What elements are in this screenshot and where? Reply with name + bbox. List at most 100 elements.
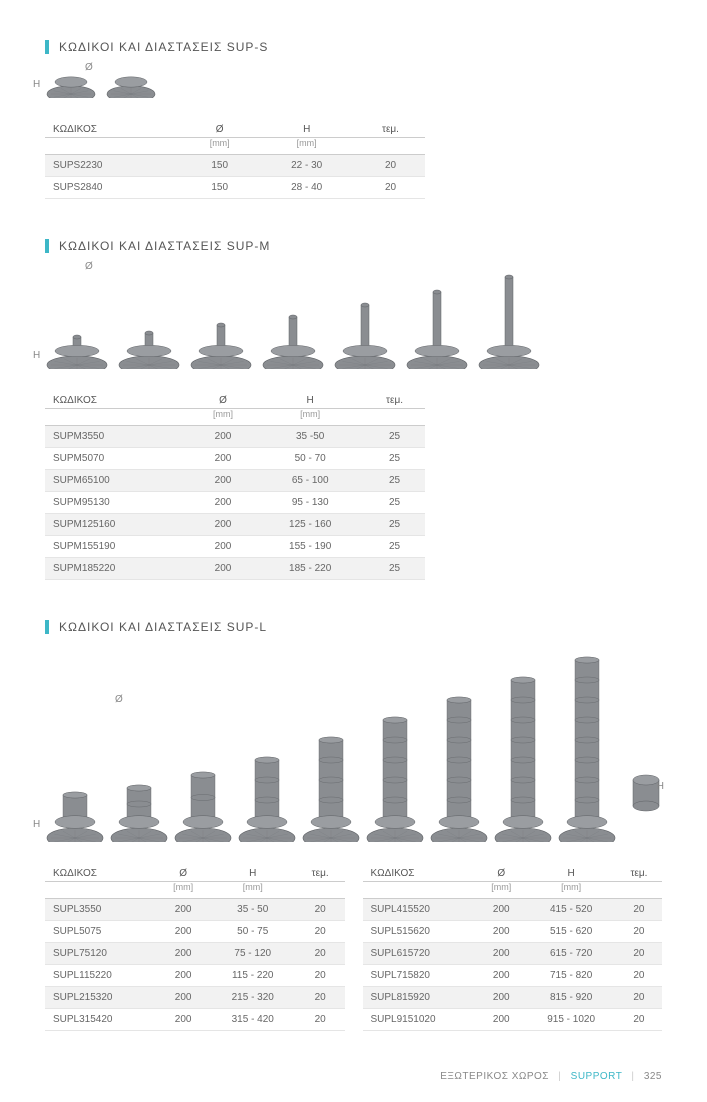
spec-table-sup-l-left: ΚΩΔΙΚΟΣØHτεμ.[mm][mm]SUPL355020035 - 502… bbox=[45, 862, 345, 1031]
spec-table-sup-m: ΚΩΔΙΚΟΣØHτεμ.[mm][mm]SUPM355020035 -5025… bbox=[45, 389, 425, 580]
h-axis-label: H bbox=[33, 350, 40, 361]
h-axis-label: H bbox=[33, 819, 40, 830]
table-row: SUPL7512020075 - 12020 bbox=[45, 943, 345, 965]
table-header: τεμ. bbox=[364, 389, 425, 409]
table-row: SUPL715820200715 - 82020 bbox=[363, 965, 663, 987]
table-cell: 200 bbox=[190, 470, 257, 492]
table-subheader: [mm] bbox=[256, 409, 364, 426]
pedestal-icon bbox=[173, 769, 233, 842]
diameter-label: Ø bbox=[115, 694, 123, 705]
table-cell: 150 bbox=[182, 177, 257, 199]
table-row: SUPM9513020095 - 13025 bbox=[45, 492, 425, 514]
table-cell: SUPS2230 bbox=[45, 155, 182, 177]
pedestal-icon bbox=[45, 789, 105, 842]
table-cell: 200 bbox=[476, 899, 526, 921]
spec-table-sup-s: ΚΩΔΙΚΟΣØHτεμ.[mm][mm]SUPS223015022 - 302… bbox=[45, 118, 425, 199]
footer-page-number: 325 bbox=[644, 1071, 662, 1082]
footer-separator: | bbox=[631, 1071, 634, 1082]
table-cell: SUPM5070 bbox=[45, 448, 190, 470]
footer-brand: SUPPORT bbox=[571, 1071, 622, 1082]
pedestal-icon bbox=[557, 654, 617, 842]
table-cell: 22 - 30 bbox=[257, 155, 356, 177]
table-header: Ø bbox=[157, 862, 210, 882]
table-cell: SUPL415520 bbox=[363, 899, 477, 921]
dual-table-container: ΚΩΔΙΚΟΣØHτεμ.[mm][mm]SUPL355020035 - 502… bbox=[45, 862, 662, 1031]
table-cell: 25 bbox=[364, 470, 425, 492]
table-header: τεμ. bbox=[296, 862, 345, 882]
table-row: SUPM125160200125 - 16025 bbox=[45, 514, 425, 536]
table-cell: 20 bbox=[616, 1009, 662, 1031]
table-row: SUPM6510020065 - 10025 bbox=[45, 470, 425, 492]
pedestal-icon bbox=[477, 273, 541, 369]
table-subheader: [mm] bbox=[210, 882, 296, 899]
table-cell: 200 bbox=[157, 1009, 210, 1031]
table-cell: SUPS2840 bbox=[45, 177, 182, 199]
section-title: ΚΩΔΙΚΟΙ ΚΑΙ ΔΙΑΣΤΑΣΕΙΣ SUP-M bbox=[59, 239, 270, 253]
table-cell: 25 bbox=[364, 426, 425, 448]
table-subheader bbox=[45, 409, 190, 426]
table-cell: 200 bbox=[157, 965, 210, 987]
table-subheader: [mm] bbox=[526, 882, 615, 899]
h-axis-label-right: H bbox=[657, 781, 664, 792]
section-sup-l: ΚΩΔΙΚΟΙ ΚΑΙ ΔΙΑΣΤΑΣΕΙΣ SUP-L H Ø H bbox=[45, 620, 662, 1031]
table-header: ΚΩΔΙΚΟΣ bbox=[45, 862, 157, 882]
table-subheader: [mm] bbox=[476, 882, 526, 899]
table-row: SUPL515620200515 - 62020 bbox=[363, 921, 663, 943]
table-subheader: [mm] bbox=[190, 409, 257, 426]
table-subheader bbox=[45, 882, 157, 899]
table-cell: 20 bbox=[616, 899, 662, 921]
section-header: ΚΩΔΙΚΟΙ ΚΑΙ ΔΙΑΣΤΑΣΕΙΣ SUP-S bbox=[45, 40, 662, 54]
table-cell: SUPL715820 bbox=[363, 965, 477, 987]
table-cell: 315 - 420 bbox=[210, 1009, 296, 1031]
table-cell: SUPM185220 bbox=[45, 558, 190, 580]
table-cell: SUPM125160 bbox=[45, 514, 190, 536]
table-cell: 20 bbox=[356, 155, 425, 177]
extension-ring-icon bbox=[629, 774, 663, 812]
table-header: H bbox=[210, 862, 296, 882]
table-row: SUPL9151020200915 - 102020 bbox=[363, 1009, 663, 1031]
table-cell: 185 - 220 bbox=[256, 558, 364, 580]
table-header: ΚΩΔΙΚΟΣ bbox=[45, 118, 182, 138]
table-cell: 20 bbox=[296, 943, 345, 965]
table-cell: SUPL115220 bbox=[45, 965, 157, 987]
table-cell: 615 - 720 bbox=[526, 943, 615, 965]
table-cell: SUPL75120 bbox=[45, 943, 157, 965]
table-subheader bbox=[363, 882, 477, 899]
pedestal-icon bbox=[405, 288, 469, 369]
table-row: SUPM355020035 -5025 bbox=[45, 426, 425, 448]
table-cell: 25 bbox=[364, 448, 425, 470]
table-header: τεμ. bbox=[356, 118, 425, 138]
footer-separator: | bbox=[558, 1071, 561, 1082]
table-cell: 20 bbox=[616, 987, 662, 1009]
table-cell: 155 - 190 bbox=[256, 536, 364, 558]
table-header: ΚΩΔΙΚΟΣ bbox=[45, 389, 190, 409]
table-row: SUPL355020035 - 5020 bbox=[45, 899, 345, 921]
section-title: ΚΩΔΙΚΟΙ ΚΑΙ ΔΙΑΣΤΑΣΕΙΣ SUP-S bbox=[59, 40, 268, 54]
table-cell: 25 bbox=[364, 514, 425, 536]
spec-table-sup-l-right: ΚΩΔΙΚΟΣØHτεμ.[mm][mm]SUPL415520200415 - … bbox=[363, 862, 663, 1031]
table-cell: 215 - 320 bbox=[210, 987, 296, 1009]
pedestal-diagram-row: H Ø bbox=[45, 273, 662, 369]
table-cell: 200 bbox=[157, 987, 210, 1009]
table-cell: 200 bbox=[476, 1009, 526, 1031]
table-cell: 150 bbox=[182, 155, 257, 177]
table-cell: 20 bbox=[616, 921, 662, 943]
pedestal-icon bbox=[189, 321, 253, 369]
table-header: Ø bbox=[190, 389, 257, 409]
table-cell: 75 - 120 bbox=[210, 943, 296, 965]
table-cell: 200 bbox=[190, 536, 257, 558]
section-title: ΚΩΔΙΚΟΙ ΚΑΙ ΔΙΑΣΤΑΣΕΙΣ SUP-L bbox=[59, 620, 267, 634]
table-row: SUPS223015022 - 3020 bbox=[45, 155, 425, 177]
pedestal-icon bbox=[261, 313, 325, 369]
section-header: ΚΩΔΙΚΟΙ ΚΑΙ ΔΙΑΣΤΑΣΕΙΣ SUP-L bbox=[45, 620, 662, 634]
pedestal-icon bbox=[333, 301, 397, 369]
h-axis-label: H bbox=[33, 79, 40, 90]
table-cell: 20 bbox=[296, 965, 345, 987]
table-cell: 25 bbox=[364, 492, 425, 514]
table-cell: 95 - 130 bbox=[256, 492, 364, 514]
table-cell: SUPL215320 bbox=[45, 987, 157, 1009]
table-row: SUPL415520200415 - 52020 bbox=[363, 899, 663, 921]
section-marker-icon bbox=[45, 620, 49, 634]
table-row: SUPL315420200315 - 42020 bbox=[45, 1009, 345, 1031]
table-header: H bbox=[526, 862, 615, 882]
